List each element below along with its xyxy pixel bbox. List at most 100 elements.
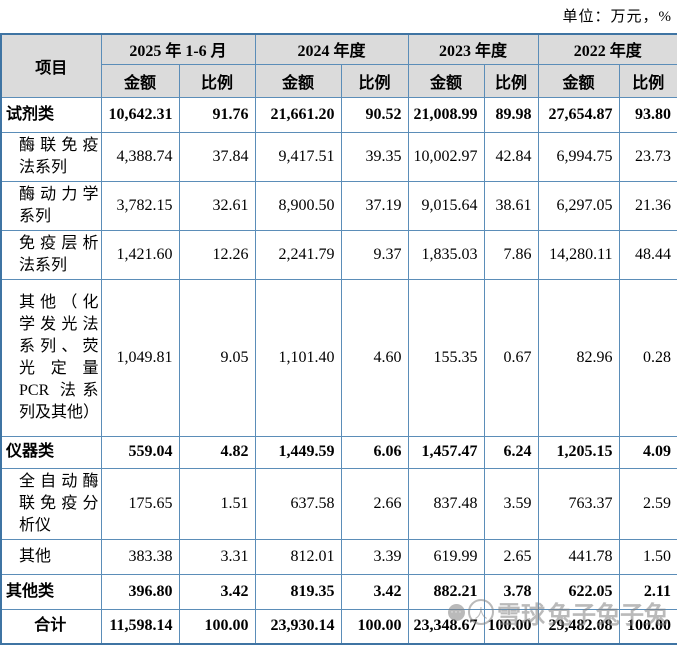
header-row-periods: 项目 2025 年 1-6 月 2024 年度 2023 年度 2022 年度 (0, 33, 677, 98)
cell-ratio-2025h1: 9.05 (178, 278, 256, 437)
cell-amount-2024: 637.58 (254, 467, 342, 540)
cell-amount-2023: 619.99 (407, 538, 485, 575)
cell-ratio-2022: 93.80 (618, 96, 677, 133)
cell-amount-2024: 1,449.59 (254, 435, 342, 469)
cell-amount-2024: 23,930.14 (254, 608, 342, 645)
cell-ratio-2024: 4.60 (340, 278, 409, 437)
cell-amount-2025h1: 10,642.31 (100, 96, 180, 133)
table-body: 试剂类 10,642.31 91.76 21,661.20 90.52 21,008.99… (0, 96, 677, 645)
cell-ratio-2025h1: 37.84 (178, 131, 256, 182)
row-label: 仪器类 (0, 435, 102, 469)
row-label: 免疫层析法系列 (0, 229, 102, 280)
table-row: 其他 383.38 3.31 812.01 3.39 619.99 2.65 441.78 1.… (0, 538, 677, 575)
cell-amount-2025h1: 175.65 (100, 467, 180, 540)
row-label: 其他 (0, 538, 102, 575)
table-row: 其他（化学发光法系列、荧光定量 PCR 法系列及其他） 1,049.81 9.05 1… (0, 278, 677, 437)
cell-amount-2025h1: 383.38 (100, 538, 180, 575)
row-label: 全自动酶联免疫分析仪 (0, 467, 102, 540)
cell-amount-2023: 1,457.47 (407, 435, 485, 469)
cell-amount-2022: 622.05 (537, 573, 620, 610)
cell-amount-2022: 1,205.15 (537, 435, 620, 469)
cell-ratio-2022: 0.28 (618, 278, 677, 437)
cell-amount-2024: 812.01 (254, 538, 342, 575)
cell-ratio-2023: 0.67 (483, 278, 539, 437)
subheader-ratio-2023: 比例 (483, 63, 539, 98)
cell-ratio-2024: 39.35 (340, 131, 409, 182)
row-label: 酶动力学系列 (0, 180, 102, 231)
cell-ratio-2024: 3.42 (340, 573, 409, 610)
cell-ratio-2024: 3.39 (340, 538, 409, 575)
col-header-2024: 2024 年度 (254, 33, 409, 65)
cell-ratio-2023: 3.78 (483, 573, 539, 610)
cell-amount-2024: 21,661.20 (254, 96, 342, 133)
subheader-amount-2025h1: 金额 (100, 63, 180, 98)
subheader-ratio-2024: 比例 (340, 63, 409, 98)
col-header-2023: 2023 年度 (407, 33, 539, 65)
cell-ratio-2024: 9.37 (340, 229, 409, 280)
cell-amount-2023: 882.21 (407, 573, 485, 610)
cell-ratio-2023: 100.00 (483, 608, 539, 645)
cell-amount-2022: 6,994.75 (537, 131, 620, 182)
cell-ratio-2022: 100.00 (618, 608, 677, 645)
cell-amount-2023: 23,348.67 (407, 608, 485, 645)
table-row: 全自动酶联免疫分析仪 175.65 1.51 637.58 2.66 837.48 3.59… (0, 467, 677, 540)
cell-ratio-2025h1: 3.31 (178, 538, 256, 575)
unit-label: 单位：万元，% (562, 9, 672, 25)
cell-amount-2025h1: 559.04 (100, 435, 180, 469)
cell-ratio-2022: 4.09 (618, 435, 677, 469)
row-label: 其他（化学发光法系列、荧光定量 PCR 法系列及其他） (0, 278, 102, 437)
cell-amount-2024: 1,101.40 (254, 278, 342, 437)
subheader-ratio-2022: 比例 (618, 63, 677, 98)
cell-ratio-2022: 21.36 (618, 180, 677, 231)
table-row: 其他类 396.80 3.42 819.35 3.42 882.21 3.78 622.05 2… (0, 573, 677, 610)
col-header-2025h1: 2025 年 1-6 月 (100, 33, 256, 65)
cell-amount-2023: 155.35 (407, 278, 485, 437)
cell-amount-2025h1: 396.80 (100, 573, 180, 610)
cell-ratio-2025h1: 100.00 (178, 608, 256, 645)
cell-amount-2022: 27,654.87 (537, 96, 620, 133)
table-header: 项目 2025 年 1-6 月 2024 年度 2023 年度 2022 年度 … (0, 33, 677, 98)
cell-ratio-2024: 2.66 (340, 467, 409, 540)
cell-ratio-2024: 6.06 (340, 435, 409, 469)
cell-ratio-2024: 37.19 (340, 180, 409, 231)
subheader-amount-2022: 金额 (537, 63, 620, 98)
cell-ratio-2025h1: 1.51 (178, 467, 256, 540)
cell-amount-2023: 21,008.99 (407, 96, 485, 133)
cell-amount-2024: 8,900.50 (254, 180, 342, 231)
cell-amount-2022: 82.96 (537, 278, 620, 437)
cell-ratio-2024: 100.00 (340, 608, 409, 645)
cell-ratio-2022: 48.44 (618, 229, 677, 280)
cell-ratio-2023: 6.24 (483, 435, 539, 469)
cell-amount-2023: 9,015.64 (407, 180, 485, 231)
cell-ratio-2025h1: 4.82 (178, 435, 256, 469)
cell-amount-2025h1: 11,598.14 (100, 608, 180, 645)
cell-amount-2025h1: 3,782.15 (100, 180, 180, 231)
cell-amount-2025h1: 1,421.60 (100, 229, 180, 280)
cell-ratio-2022: 2.59 (618, 467, 677, 540)
row-label: 酶联免疫法系列 (0, 131, 102, 182)
cell-ratio-2023: 38.61 (483, 180, 539, 231)
cell-amount-2022: 14,280.11 (537, 229, 620, 280)
subheader-amount-2024: 金额 (254, 63, 342, 98)
table-row: 免疫层析法系列 1,421.60 12.26 2,241.79 9.37 1,835.03… (0, 229, 677, 280)
row-label: 其他类 (0, 573, 102, 610)
cell-ratio-2022: 23.73 (618, 131, 677, 182)
table-row: 仪器类 559.04 4.82 1,449.59 6.06 1,457.47 6.24 1,2… (0, 435, 677, 469)
cell-ratio-2023: 89.98 (483, 96, 539, 133)
row-label: 试剂类 (0, 96, 102, 133)
cell-amount-2024: 819.35 (254, 573, 342, 610)
table-row: 酶动力学系列 3,782.15 32.61 8,900.50 37.19 9,015.64… (0, 180, 677, 231)
cell-ratio-2023: 3.59 (483, 467, 539, 540)
cell-ratio-2023: 7.86 (483, 229, 539, 280)
cell-ratio-2023: 2.65 (483, 538, 539, 575)
col-header-2022: 2022 年度 (537, 33, 677, 65)
cell-amount-2022: 763.37 (537, 467, 620, 540)
table-row: 合计 11,598.14 100.00 23,930.14 100.00 23,348.6… (0, 608, 677, 645)
cell-ratio-2022: 1.50 (618, 538, 677, 575)
cell-amount-2025h1: 4,388.74 (100, 131, 180, 182)
cell-ratio-2024: 90.52 (340, 96, 409, 133)
cell-amount-2022: 29,482.08 (537, 608, 620, 645)
subheader-ratio-2025h1: 比例 (178, 63, 256, 98)
cell-amount-2025h1: 1,049.81 (100, 278, 180, 437)
cell-amount-2023: 10,002.97 (407, 131, 485, 182)
